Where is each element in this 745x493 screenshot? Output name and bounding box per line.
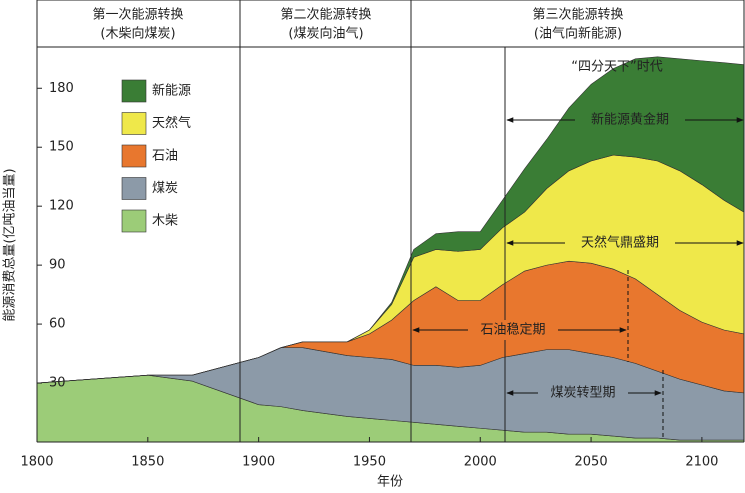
legend-swatch: [121, 209, 147, 233]
legend-label: 煤炭: [152, 181, 178, 196]
legend-label: 天然气: [152, 115, 191, 131]
header-subtitle: (木柴向煤炭): [100, 26, 175, 42]
legend-swatch: [121, 79, 147, 103]
label-bg: [575, 110, 685, 130]
y-tick-label: 180: [49, 81, 74, 96]
overlay: 第一次能源转换 (木柴向煤炭) 第二次能源转换 (煤炭向油气) 第三次能源转换 …: [3, 0, 745, 490]
y-tick-label: 120: [49, 199, 74, 214]
label-bg: [538, 383, 628, 403]
header-subtitle: (油气向新能源): [534, 26, 622, 42]
legend-swatch: [121, 144, 147, 168]
label-bg: [468, 320, 558, 340]
annotation: 新能源黄金期: [591, 112, 669, 128]
label-bg: [565, 233, 675, 253]
x-tick-label: 2100: [685, 455, 718, 470]
x-tick-label: 1800: [20, 455, 53, 470]
header-title: 第二次能源转换: [280, 7, 371, 23]
y-axis-title: 能源消费总量(亿吨油当量): [3, 168, 18, 321]
x-tick-label: 1850: [131, 455, 164, 470]
y-tick-label: 60: [49, 317, 66, 332]
legend-label: 木柴: [152, 214, 178, 229]
y-tick-label: 150: [49, 140, 74, 155]
y-tick-label: 90: [49, 258, 66, 273]
annotation: 天然气鼎盛期: [581, 235, 659, 251]
annotation: 煤炭转型期: [550, 386, 615, 401]
x-axis-title: 年份: [377, 475, 403, 490]
y-tick-label: 30: [49, 376, 66, 391]
x-tick-label: 2050: [575, 455, 608, 470]
legend-swatch: [121, 177, 147, 200]
header-box: [36, 0, 745, 48]
annotation: “四分天下”时代: [571, 60, 662, 75]
x-tick-label: 1900: [242, 455, 275, 470]
x-tick-label: 1950: [353, 455, 386, 470]
header-subtitle: (煤炭向油气): [288, 26, 363, 42]
legend-label: 新能源: [152, 83, 191, 99]
header-title: 第一次能源转换: [92, 7, 183, 23]
annotation: 石油稳定期: [480, 322, 545, 338]
legend-label: 石油: [152, 149, 178, 164]
x-tick-label: 2000: [464, 455, 497, 470]
header-title: 第三次能源转换: [532, 7, 623, 23]
legend-swatch: [121, 112, 147, 135]
